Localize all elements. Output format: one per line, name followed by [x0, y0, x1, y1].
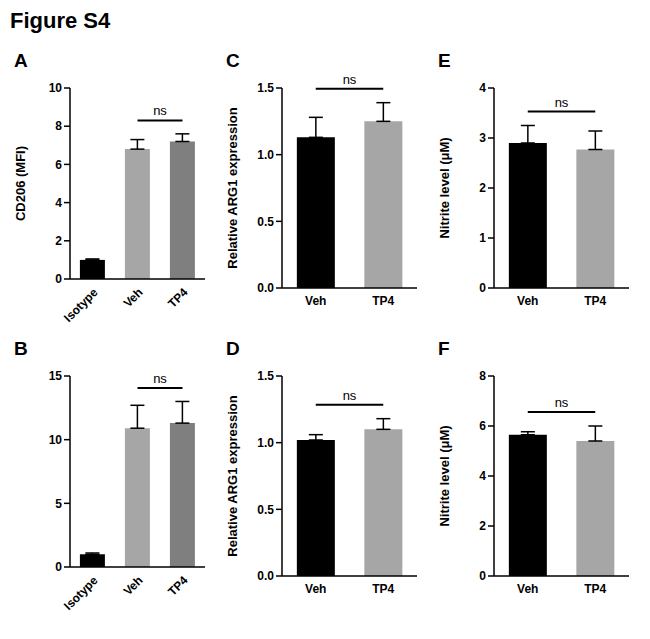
svg-text:ns: ns: [343, 72, 357, 87]
svg-text:ns: ns: [153, 103, 167, 118]
svg-text:2: 2: [479, 519, 486, 533]
html-text:E: E: [438, 50, 451, 71]
svg-text:1.5: 1.5: [257, 369, 274, 383]
svg-text:4: 4: [479, 81, 486, 95]
svg-text:1.0: 1.0: [257, 148, 274, 162]
svg-text:TP4: TP4: [372, 294, 394, 308]
svg-text:6: 6: [479, 419, 486, 433]
html-text:F: F: [438, 338, 450, 359]
svg-text:Veh: Veh: [517, 582, 538, 596]
svg-text:2: 2: [55, 234, 62, 248]
svg-text:0: 0: [479, 569, 486, 583]
svg-text:1.5: 1.5: [257, 81, 274, 95]
svg-text:0: 0: [55, 560, 62, 574]
svg-text:ns: ns: [343, 388, 357, 403]
svg-text:8: 8: [55, 119, 62, 133]
svg-text:10: 10: [49, 81, 63, 95]
svg-text:Relative ARG1 expression: Relative ARG1 expression: [225, 395, 240, 556]
html-text:B: B: [14, 338, 28, 359]
svg-text:Veh: Veh: [305, 294, 326, 308]
svg-text:0: 0: [55, 272, 62, 286]
svg-text:Isotype: Isotype: [61, 573, 101, 613]
svg-text:TP4: TP4: [584, 582, 606, 596]
svg-text:3: 3: [479, 131, 486, 145]
svg-text:8: 8: [479, 369, 486, 383]
svg-text:Nitrite level (μM): Nitrite level (μM): [437, 137, 452, 238]
svg-text:Veh: Veh: [121, 285, 146, 310]
svg-text:Relative ARG1 expression: Relative ARG1 expression: [225, 107, 240, 268]
svg-text:0: 0: [479, 281, 486, 295]
svg-text:0.5: 0.5: [257, 215, 274, 229]
svg-text:ns: ns: [153, 371, 167, 386]
svg-text:ns: ns: [555, 95, 569, 110]
svg-text:Veh: Veh: [305, 582, 326, 596]
svg-text:TP4: TP4: [165, 573, 191, 599]
svg-text:1: 1: [479, 231, 486, 245]
svg-text:0.0: 0.0: [257, 281, 274, 295]
html-text:C: C: [226, 50, 240, 71]
svg-text:CD206 (MFI): CD206 (MFI): [13, 146, 28, 221]
svg-text:Veh: Veh: [121, 573, 146, 598]
svg-text:Nitrite level (μM): Nitrite level (μM): [437, 425, 452, 526]
svg-text:4: 4: [55, 196, 62, 210]
svg-text:Isotype: Isotype: [61, 285, 101, 325]
svg-text:TP4: TP4: [584, 294, 606, 308]
svg-text:ns: ns: [555, 395, 569, 410]
html-text:Figure S4: Figure S4: [10, 8, 111, 33]
html-text:D: D: [226, 338, 240, 359]
html-text:A: A: [14, 50, 28, 71]
svg-text:Veh: Veh: [517, 294, 538, 308]
svg-text:0.5: 0.5: [257, 503, 274, 517]
svg-text:1.0: 1.0: [257, 436, 274, 450]
svg-text:2: 2: [479, 181, 486, 195]
svg-text:5: 5: [55, 497, 62, 511]
svg-text:10: 10: [49, 433, 63, 447]
svg-text:TP4: TP4: [165, 285, 191, 311]
svg-text:0.0: 0.0: [257, 569, 274, 583]
svg-text:6: 6: [55, 158, 62, 172]
svg-text:4: 4: [479, 469, 486, 483]
svg-text:15: 15: [49, 369, 63, 383]
svg-text:TP4: TP4: [372, 582, 394, 596]
